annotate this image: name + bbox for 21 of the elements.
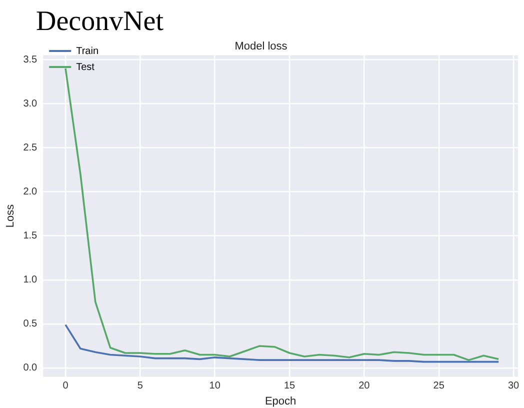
x-tick-label: 10 [209,380,221,392]
x-tick-label: 5 [137,380,144,392]
x-tick-label: 20 [358,380,370,392]
y-tick-label: 3.5 [23,54,38,66]
y-tick-label: 1.5 [23,230,38,242]
chart-subtitle: Model loss [234,40,288,53]
y-tick-label: 0.0 [23,362,38,374]
x-tick-label: 0 [62,380,69,392]
y-tick-label: 2.5 [23,142,38,154]
y-tick-label: 3.0 [23,98,38,110]
legend-label: Test [76,62,95,73]
y-axis-title: Loss [4,204,17,228]
y-tick-label: 2.0 [23,186,38,198]
chart-title: DeconvNet [36,6,164,38]
y-tick-label: 1.0 [23,274,38,286]
x-tick-label: 15 [284,380,296,392]
y-tick-label: 0.5 [23,318,38,330]
x-tick-label: 25 [433,380,445,392]
x-axis-title: Epoch [264,395,296,408]
x-tick-label: 30 [508,380,520,392]
legend-label: Train [76,46,99,57]
